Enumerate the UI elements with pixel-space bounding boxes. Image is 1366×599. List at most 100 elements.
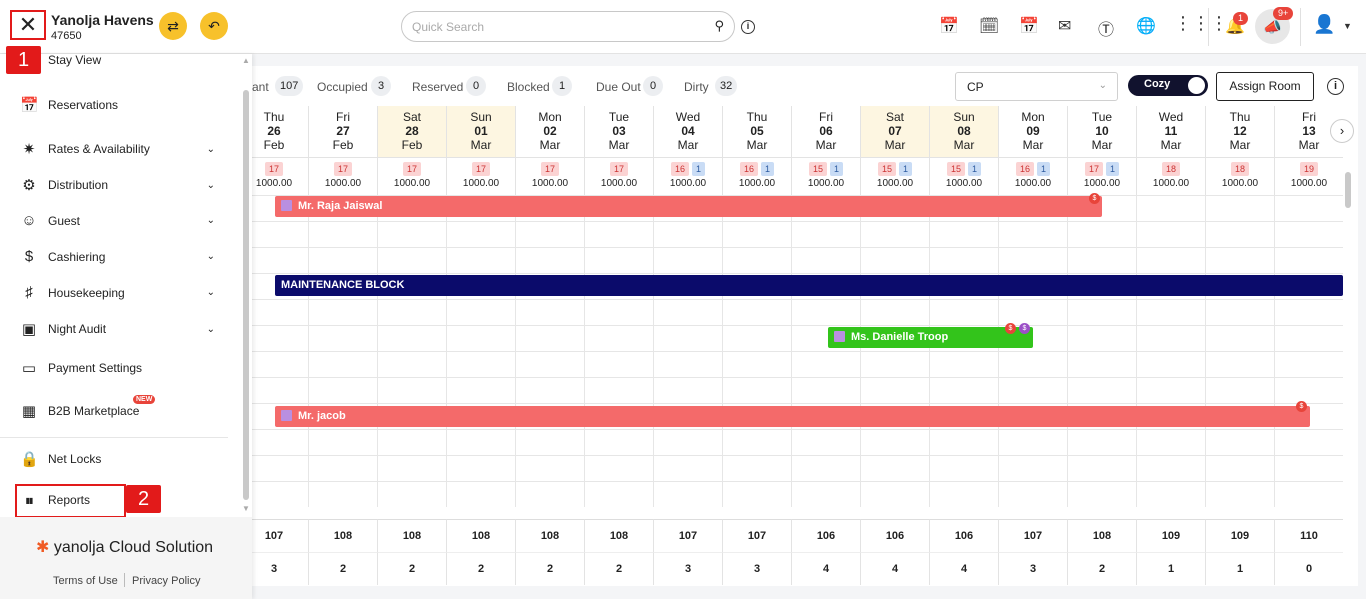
room-date-cell[interactable]	[1274, 481, 1343, 507]
room-date-cell[interactable]	[584, 247, 653, 273]
booking-indicator-icon[interactable]: $	[1005, 323, 1016, 334]
room-date-cell[interactable]	[653, 299, 722, 325]
user-icon[interactable]: 👤	[1313, 14, 1336, 34]
room-date-cell[interactable]	[377, 221, 446, 247]
room-date-cell[interactable]	[1274, 455, 1343, 481]
room-date-cell[interactable]	[791, 429, 860, 455]
rate-cell[interactable]: 16 1 1000.00	[722, 157, 791, 195]
room-date-cell[interactable]	[722, 429, 791, 455]
room-date-cell[interactable]	[308, 221, 377, 247]
room-date-cell[interactable]	[1205, 247, 1274, 273]
room-date-cell[interactable]	[1136, 481, 1205, 507]
privacy-link[interactable]: Privacy Policy	[132, 575, 201, 587]
room-date-cell[interactable]	[1274, 429, 1343, 455]
room-date-cell[interactable]	[653, 351, 722, 377]
room-date-cell[interactable]	[446, 455, 515, 481]
sidebar-item-rates-availability[interactable]: ✷ Rates & Availability ⌄	[20, 140, 220, 158]
room-date-cell[interactable]	[929, 247, 998, 273]
room-date-cell[interactable]	[584, 377, 653, 403]
close-menu-button[interactable]: ✕	[10, 10, 46, 40]
info-icon[interactable]: i	[1327, 78, 1344, 95]
booking-indicator-icon[interactable]: $	[1089, 193, 1100, 204]
room-date-cell[interactable]	[791, 455, 860, 481]
sidebar-item-payment-settings[interactable]: ▭ Payment Settings	[20, 359, 220, 377]
room-date-cell[interactable]	[860, 429, 929, 455]
room-date-cell[interactable]	[1067, 299, 1136, 325]
rate-cell[interactable]: 15 1 1000.00	[791, 157, 860, 195]
rate-cell[interactable]: 18 1000.00	[1205, 157, 1274, 195]
room-date-cell[interactable]	[1274, 221, 1343, 247]
rate-cell[interactable]: 15 1 1000.00	[929, 157, 998, 195]
rate-cell[interactable]: 17 1 1000.00	[1067, 157, 1136, 195]
rate-plan-select[interactable]: CP ⌄	[955, 72, 1118, 101]
undo-button[interactable]: ↶	[200, 12, 228, 40]
room-date-cell[interactable]	[1205, 455, 1274, 481]
date-header[interactable]: Wed 11 Mar	[1136, 106, 1205, 157]
room-date-cell[interactable]	[1136, 455, 1205, 481]
sidebar-item-net-locks[interactable]: 🔒 Net Locks	[20, 450, 220, 468]
room-date-cell[interactable]	[515, 481, 584, 507]
mail-icon[interactable]: ✉	[1058, 18, 1072, 35]
booking-danielle[interactable]: Ms. Danielle Troop	[828, 327, 1033, 348]
grid-scrollbar[interactable]	[1345, 172, 1351, 208]
rate-cell[interactable]: 15 1 1000.00	[860, 157, 929, 195]
room-date-cell[interactable]	[515, 325, 584, 351]
room-date-cell[interactable]	[308, 351, 377, 377]
room-date-cell[interactable]	[791, 299, 860, 325]
room-date-cell[interactable]	[446, 351, 515, 377]
room-date-cell[interactable]	[929, 377, 998, 403]
room-date-cell[interactable]	[1067, 455, 1136, 481]
room-date-cell[interactable]	[998, 221, 1067, 247]
currency-icon[interactable]: Ⓣ	[1098, 22, 1115, 39]
room-date-cell[interactable]	[515, 377, 584, 403]
room-date-cell[interactable]	[998, 377, 1067, 403]
room-date-cell[interactable]	[446, 299, 515, 325]
room-date-cell[interactable]	[1205, 429, 1274, 455]
room-date-cell[interactable]	[722, 221, 791, 247]
sidebar-item-stay-view[interactable]: Stay View	[20, 53, 220, 67]
room-date-cell[interactable]	[1274, 299, 1343, 325]
room-date-cell[interactable]	[653, 325, 722, 351]
room-date-cell[interactable]	[1136, 221, 1205, 247]
sidebar-item-distribution[interactable]: ⚙ Distribution ⌄	[20, 176, 220, 194]
room-date-cell[interactable]	[1067, 377, 1136, 403]
room-date-cell[interactable]	[1067, 221, 1136, 247]
room-date-cell[interactable]	[929, 455, 998, 481]
room-date-cell[interactable]	[1274, 351, 1343, 377]
room-date-cell[interactable]	[515, 429, 584, 455]
scroll-down-icon[interactable]: ▼	[242, 504, 250, 513]
room-date-cell[interactable]	[1205, 195, 1274, 221]
room-date-cell[interactable]	[1205, 377, 1274, 403]
room-date-cell[interactable]	[377, 429, 446, 455]
sidebar-item-night-audit[interactable]: ▣ Night Audit ⌄	[20, 320, 220, 338]
room-date-cell[interactable]	[584, 221, 653, 247]
room-date-cell[interactable]	[446, 247, 515, 273]
booking-indicator-icon[interactable]: $	[1296, 401, 1307, 412]
room-date-cell[interactable]	[308, 299, 377, 325]
room-date-cell[interactable]	[446, 221, 515, 247]
next-dates-button[interactable]: ›	[1330, 119, 1354, 143]
rate-cell[interactable]: 16 1 1000.00	[653, 157, 722, 195]
room-date-cell[interactable]	[446, 325, 515, 351]
room-date-cell[interactable]	[722, 351, 791, 377]
room-date-cell[interactable]	[998, 481, 1067, 507]
sidebar-item-reports[interactable]: ▮▮ Reports	[20, 493, 220, 507]
room-date-cell[interactable]	[308, 455, 377, 481]
room-date-cell[interactable]	[377, 247, 446, 273]
room-date-cell[interactable]	[791, 481, 860, 507]
room-date-cell[interactable]	[515, 299, 584, 325]
assign-room-button[interactable]: Assign Room	[1216, 72, 1314, 101]
room-date-cell[interactable]	[308, 377, 377, 403]
rate-cell[interactable]: 17 1000.00	[584, 157, 653, 195]
room-date-cell[interactable]	[1205, 299, 1274, 325]
room-date-cell[interactable]	[653, 429, 722, 455]
room-date-cell[interactable]	[653, 455, 722, 481]
sidebar-item-reservations[interactable]: 📅 Reservations	[20, 96, 220, 114]
room-date-cell[interactable]	[860, 455, 929, 481]
room-date-cell[interactable]	[929, 351, 998, 377]
room-date-cell[interactable]	[929, 429, 998, 455]
terms-link[interactable]: Terms of Use	[53, 575, 118, 587]
rate-cell[interactable]: 17 1000.00	[515, 157, 584, 195]
room-date-cell[interactable]	[1067, 325, 1136, 351]
room-date-cell[interactable]	[791, 247, 860, 273]
